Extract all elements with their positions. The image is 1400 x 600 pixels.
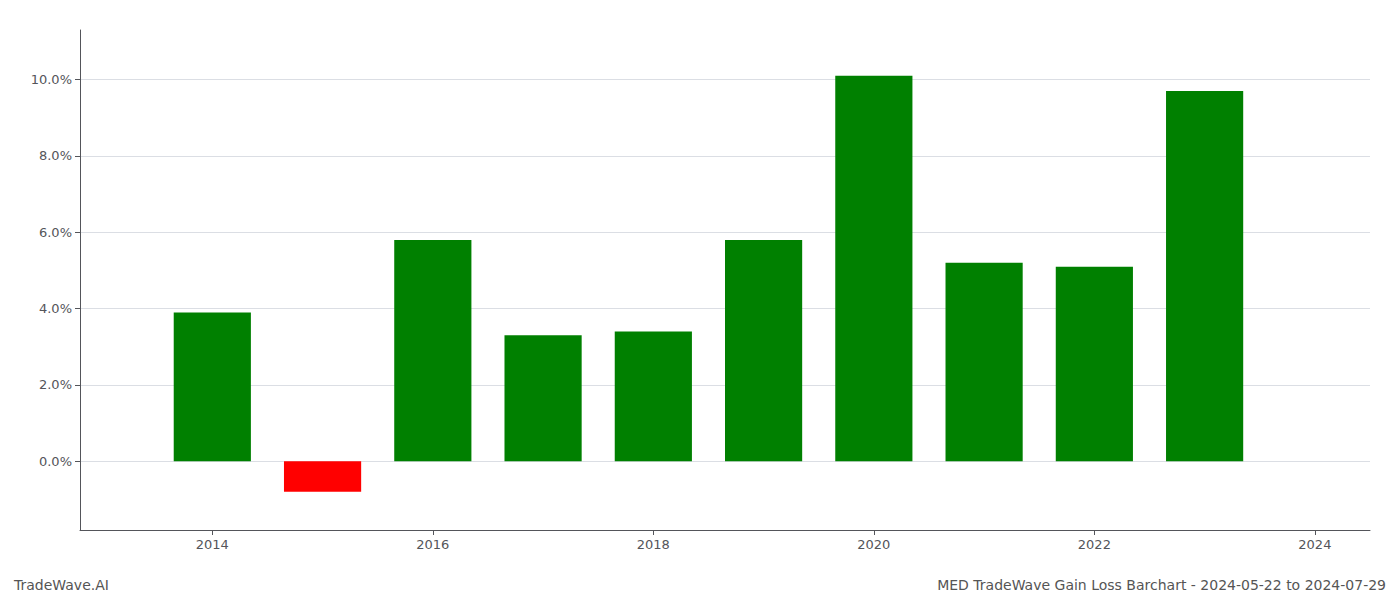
svg-text:2.0%: 2.0% (39, 377, 72, 392)
svg-text:TradeWave.AI: TradeWave.AI (13, 577, 109, 593)
svg-text:8.0%: 8.0% (39, 148, 72, 163)
svg-text:2020: 2020 (857, 537, 890, 552)
svg-text:2014: 2014 (196, 537, 229, 552)
svg-text:2024: 2024 (1298, 537, 1331, 552)
svg-text:6.0%: 6.0% (39, 225, 72, 240)
svg-text:MED TradeWave Gain Loss Barcha: MED TradeWave Gain Loss Barchart - 2024-… (937, 577, 1386, 593)
svg-text:4.0%: 4.0% (39, 301, 72, 316)
svg-text:2016: 2016 (416, 537, 449, 552)
svg-text:2022: 2022 (1078, 537, 1111, 552)
svg-text:2018: 2018 (637, 537, 670, 552)
svg-text:10.0%: 10.0% (31, 72, 72, 87)
svg-text:0.0%: 0.0% (39, 454, 72, 469)
